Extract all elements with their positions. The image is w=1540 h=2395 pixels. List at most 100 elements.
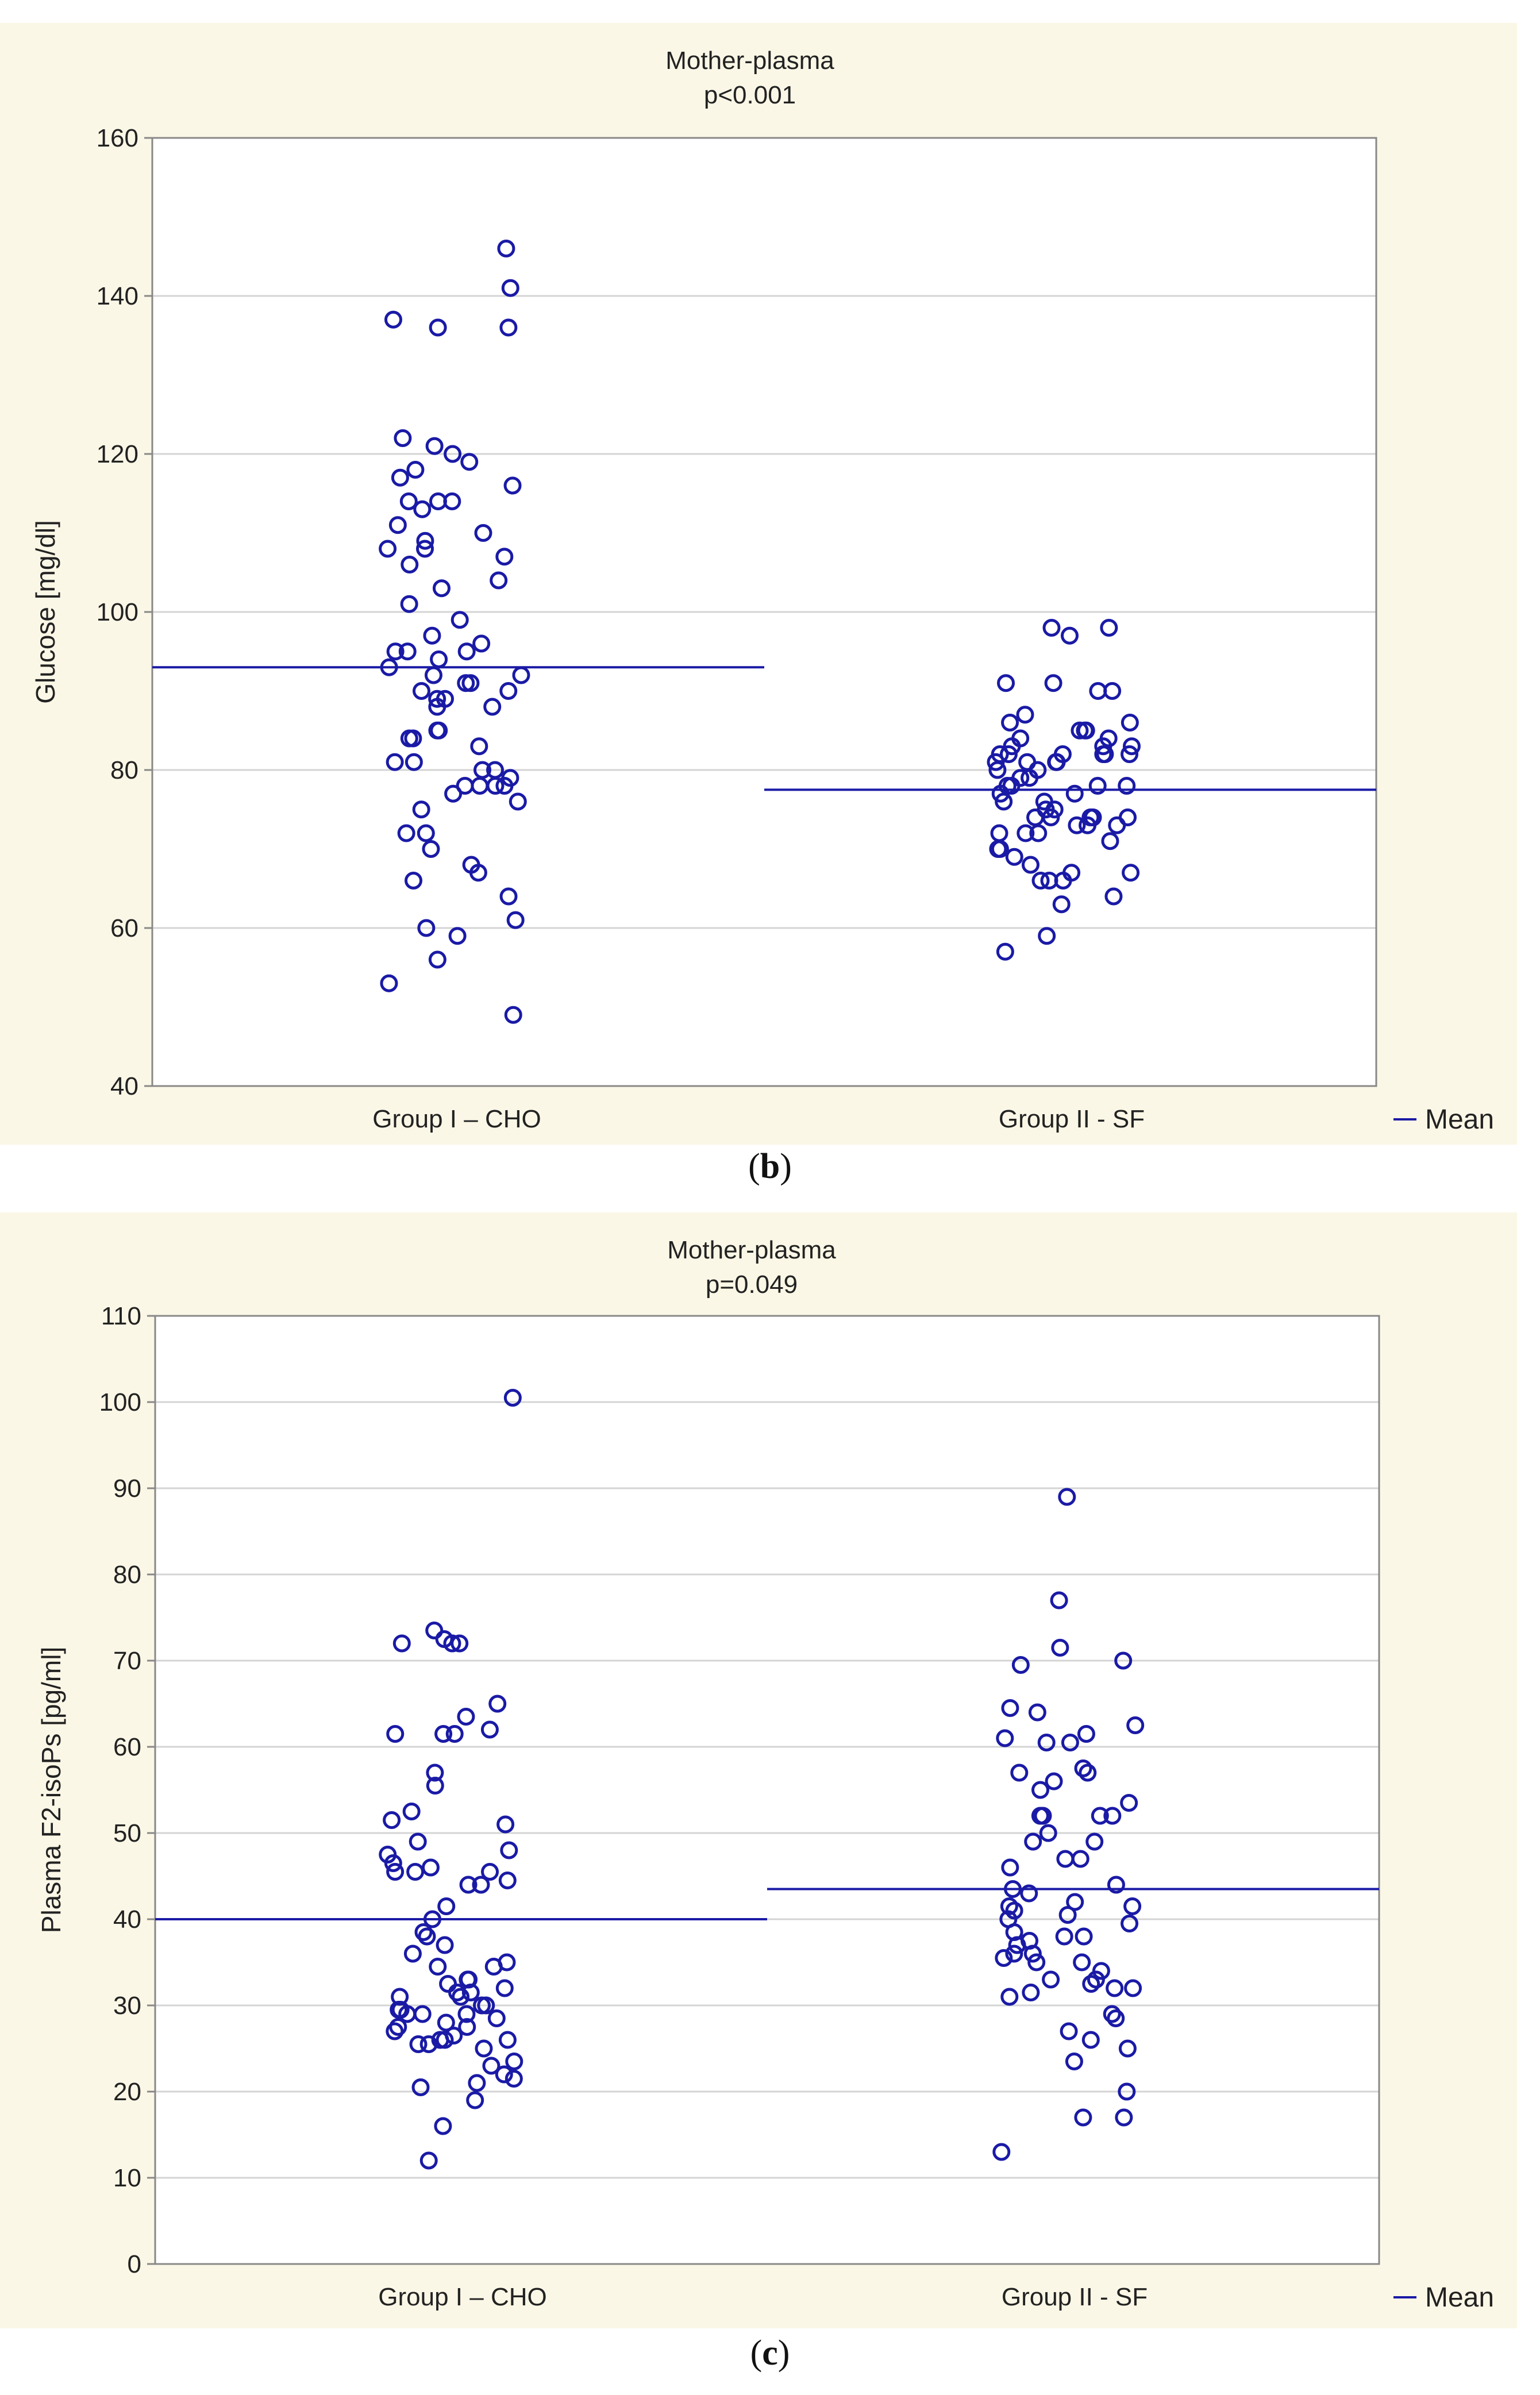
- data-point: [1077, 1725, 1095, 1743]
- y-tick-label: 10: [113, 2164, 141, 2192]
- data-point: [428, 950, 446, 969]
- data-point: [1085, 1832, 1104, 1851]
- data-point: [996, 942, 1014, 961]
- data-point: [498, 2031, 517, 2049]
- data-point: [391, 468, 409, 487]
- chart-subtitle: p<0.001: [704, 81, 796, 109]
- data-point: [497, 240, 515, 257]
- y-tick-label: 80: [113, 1561, 141, 1589]
- data-point: [1022, 1984, 1040, 2001]
- data-point: [461, 1984, 480, 2001]
- data-point: [1005, 848, 1023, 866]
- data-point: [1100, 619, 1118, 637]
- data-point: [1073, 1953, 1091, 1972]
- data-point: [398, 642, 417, 661]
- data-point: [451, 611, 469, 629]
- data-point: [386, 1725, 405, 1743]
- data-point: [428, 698, 446, 716]
- data-point: [487, 2009, 506, 2027]
- data-point: [483, 698, 502, 716]
- data-point: [504, 1006, 522, 1024]
- data-point: [458, 2018, 476, 2036]
- data-point: [501, 279, 519, 297]
- data-point: [1103, 2005, 1121, 2023]
- data-point: [418, 1927, 436, 1946]
- plot-area: [151, 137, 1377, 1087]
- panel-label-c: (c): [750, 2334, 790, 2373]
- data-point: [411, 2078, 430, 2096]
- data-point: [1020, 1884, 1038, 1903]
- data-point: [1087, 1970, 1105, 1989]
- data-point: [490, 571, 508, 590]
- data-point: [429, 318, 447, 337]
- data-point: [1118, 777, 1136, 795]
- data-point: [394, 429, 412, 447]
- data-point: [437, 2013, 455, 2032]
- data-point: [434, 2117, 452, 2135]
- data-point: [437, 1897, 456, 1915]
- data-point: [397, 824, 415, 842]
- data-point: [416, 540, 434, 558]
- data-point: [457, 2005, 476, 2023]
- y-tick-labels: 0 10 20 30 40 50 60 70 80 90 100 110: [99, 1302, 155, 2278]
- data-point: [1037, 1734, 1056, 1751]
- data-point: [481, 1863, 499, 1881]
- y-tick-label: 40: [113, 1905, 141, 1934]
- data-point: [1039, 1824, 1057, 1842]
- chart-panel-b: Mother-plasma p<0.001 40 60 80 100 120 140 160…: [0, 23, 1517, 1145]
- data-point: [488, 1695, 507, 1713]
- data-point: [1092, 1962, 1110, 1980]
- data-point: [999, 745, 1018, 763]
- data-point: [1011, 1656, 1030, 1674]
- data-point: [457, 674, 475, 692]
- chart-title: Mother-plasma: [665, 47, 834, 75]
- data-point: [426, 1763, 444, 1782]
- data-point: [503, 476, 522, 495]
- data-point: [401, 556, 419, 573]
- y-tick-labels: 40 60 80 100 120 140 160: [97, 124, 152, 1100]
- data-point: [1001, 1699, 1019, 1717]
- data-point: [379, 540, 397, 558]
- data-point: [509, 792, 527, 811]
- y-tick-label: 160: [97, 124, 138, 152]
- data-point: [498, 1872, 517, 1889]
- data-point: [1050, 1591, 1068, 1609]
- data-point: [1055, 1927, 1073, 1946]
- data-point: [499, 887, 518, 906]
- data-point: [1121, 1915, 1139, 1932]
- data-point: [1042, 619, 1061, 637]
- data-point: [1122, 737, 1141, 756]
- data-point: [384, 310, 402, 329]
- data-point: [400, 595, 418, 613]
- data-point: [457, 642, 476, 661]
- data-point: [474, 524, 492, 542]
- data-point: [409, 2035, 428, 2053]
- data-point: [1107, 2009, 1125, 2027]
- panel-label-b: (b): [748, 1147, 792, 1186]
- data-point: [409, 1832, 427, 1851]
- chart-subtitle: p=0.049: [706, 1270, 798, 1299]
- data-point: [987, 753, 1005, 771]
- data-point: [457, 1708, 475, 1726]
- data-point: [1076, 721, 1094, 740]
- data-point: [388, 516, 407, 534]
- data-point: [1074, 2108, 1092, 2127]
- data-point: [1028, 1703, 1046, 1722]
- data-point: [1016, 706, 1034, 724]
- data-point: [500, 1841, 518, 1859]
- data-point: [1120, 1794, 1138, 1812]
- y-axis-label: Plasma F2-isoPs [pg/ml]: [36, 1647, 66, 1933]
- gridlines: [152, 138, 1376, 1086]
- data-point: [1005, 1945, 1023, 1963]
- data-point: [1031, 1807, 1049, 1825]
- data-point: [1101, 832, 1119, 850]
- data-point: [1106, 1979, 1124, 1997]
- gridlines: [155, 1316, 1379, 2264]
- data-point: [992, 2143, 1011, 2161]
- data-point: [1124, 1979, 1142, 1997]
- plot-background: [155, 1316, 1379, 2264]
- data-point: [391, 1988, 409, 2006]
- data-point: [482, 2057, 500, 2075]
- data-point: [400, 729, 418, 748]
- data-point: [1096, 745, 1114, 763]
